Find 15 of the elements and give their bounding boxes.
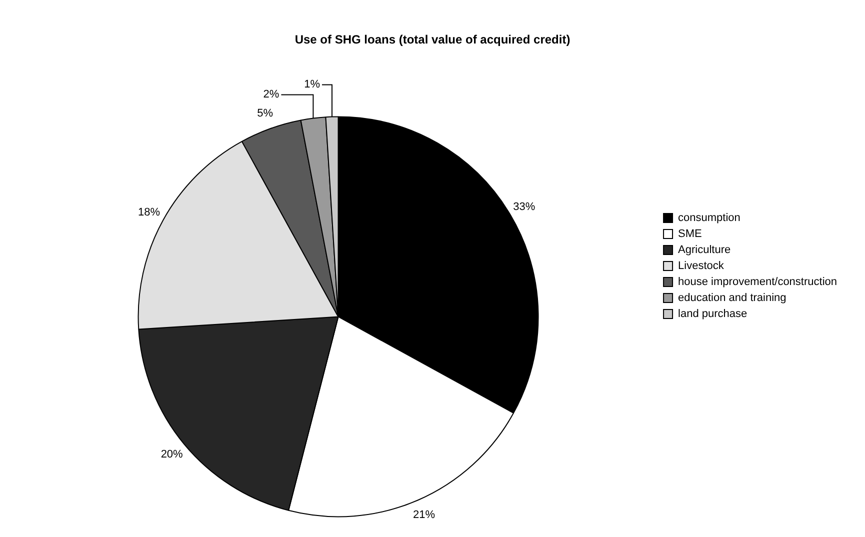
- data-label: 20%: [160, 448, 184, 460]
- data-label: 33%: [513, 200, 536, 213]
- legend-label: Agriculture: [678, 244, 731, 256]
- data-label: 18%: [138, 206, 160, 219]
- data-label: 5%: [257, 108, 274, 120]
- legend-label: Livestock: [678, 260, 724, 272]
- data-label: 21%: [413, 508, 436, 521]
- data-label: 1%: [304, 78, 320, 91]
- legend-label: consumption: [678, 212, 740, 224]
- legend-label: land purchase: [678, 308, 748, 320]
- legend-label: SME: [678, 228, 702, 240]
- chart-title: Use of SHG loans (total value of acquired credit): [294, 32, 570, 47]
- data-label: 2%: [263, 88, 280, 101]
- legend-label: education and training: [678, 292, 786, 304]
- legend-label: house improvement/construction: [678, 276, 837, 288]
